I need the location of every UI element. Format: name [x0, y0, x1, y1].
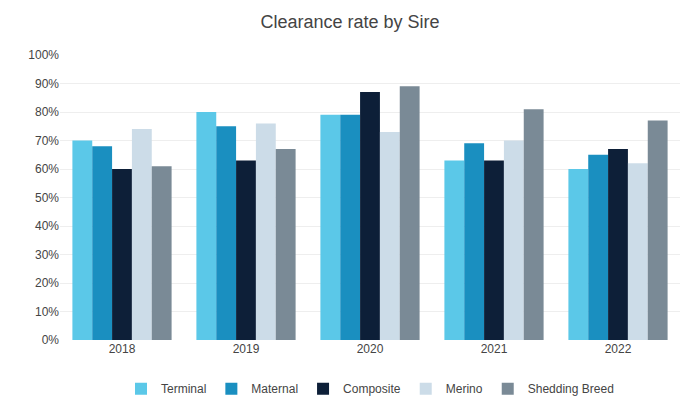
- svg-text:Clearance rate by Sire: Clearance rate by Sire: [260, 12, 439, 32]
- svg-text:60%: 60%: [35, 162, 59, 176]
- svg-text:30%: 30%: [35, 248, 59, 262]
- svg-text:2019: 2019: [233, 342, 260, 356]
- svg-text:Maternal: Maternal: [251, 382, 298, 396]
- svg-text:Terminal: Terminal: [161, 382, 206, 396]
- svg-text:Shedding Breed: Shedding Breed: [528, 382, 614, 396]
- svg-text:2022: 2022: [605, 342, 632, 356]
- svg-text:50%: 50%: [35, 191, 59, 205]
- svg-text:Composite: Composite: [343, 382, 401, 396]
- svg-text:2020: 2020: [357, 342, 384, 356]
- svg-text:90%: 90%: [35, 77, 59, 91]
- svg-text:0%: 0%: [42, 333, 60, 347]
- svg-text:80%: 80%: [35, 105, 59, 119]
- svg-text:70%: 70%: [35, 134, 59, 148]
- svg-text:2018: 2018: [109, 342, 136, 356]
- svg-text:10%: 10%: [35, 305, 59, 319]
- svg-text:100%: 100%: [28, 48, 59, 62]
- svg-text:2021: 2021: [481, 342, 508, 356]
- svg-text:20%: 20%: [35, 276, 59, 290]
- svg-text:Merino: Merino: [446, 382, 483, 396]
- svg-text:40%: 40%: [35, 219, 59, 233]
